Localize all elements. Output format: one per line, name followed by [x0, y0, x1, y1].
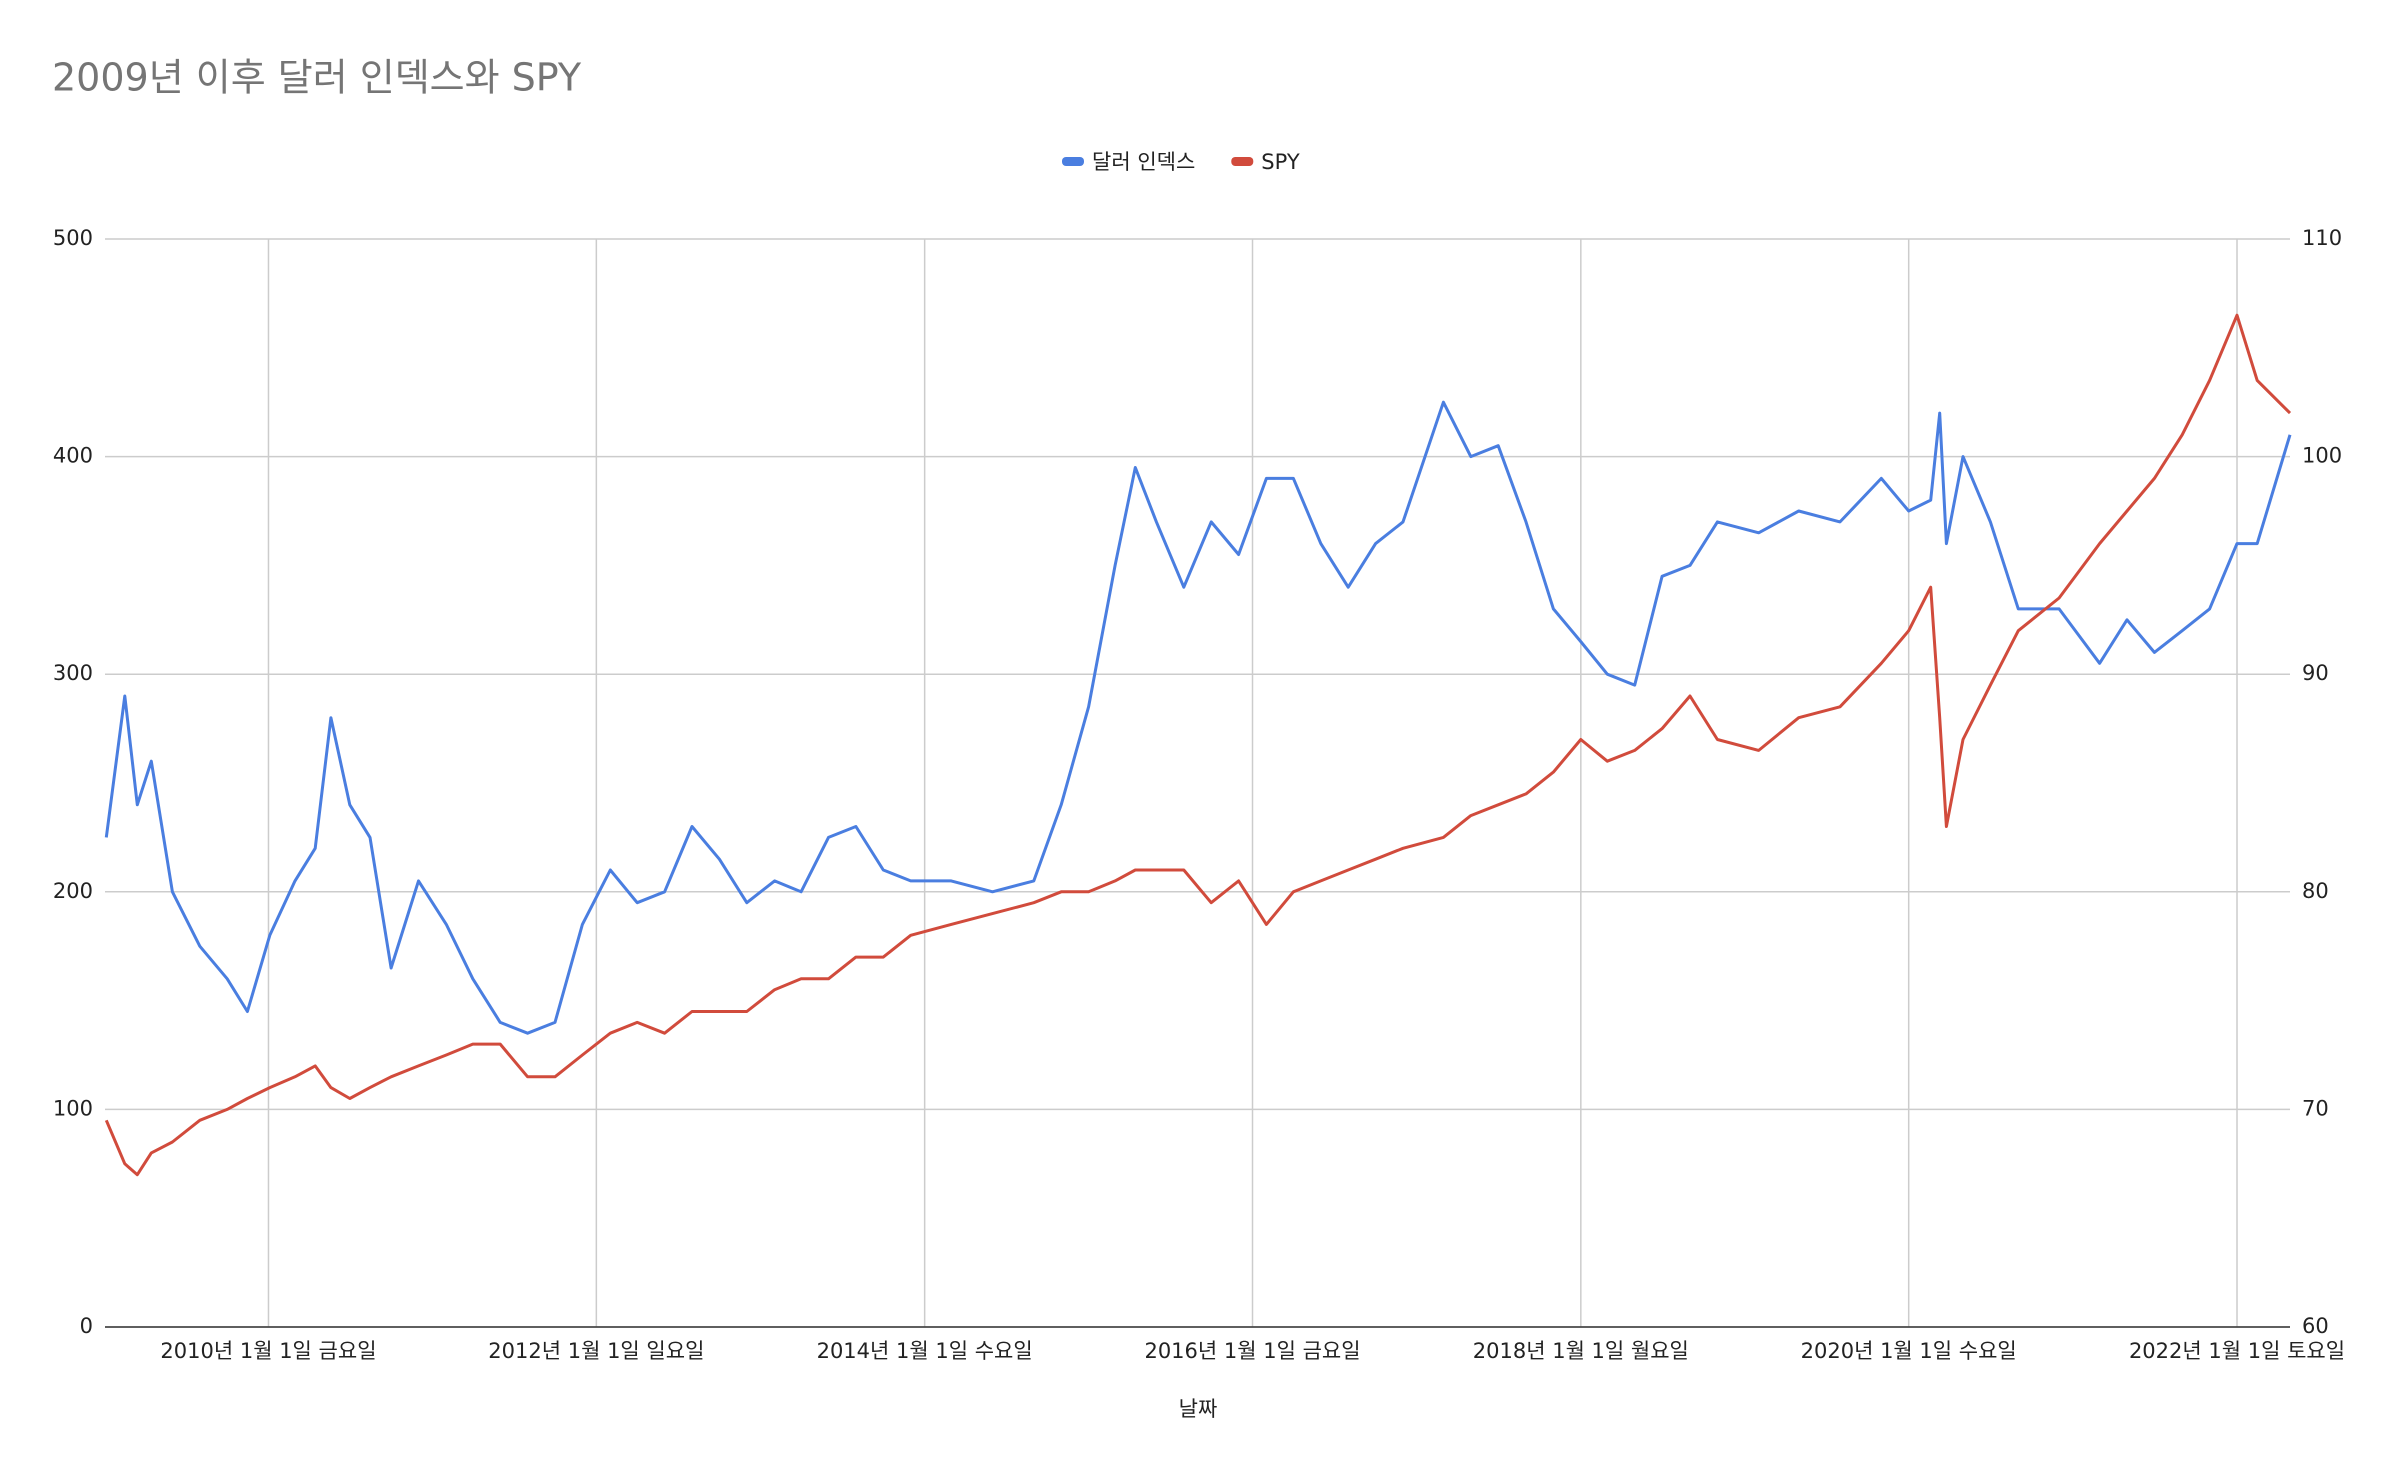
y-tick-label: 500 — [53, 226, 93, 250]
data-line — [104, 313, 2292, 1177]
y2-tick-label: 90 — [2302, 661, 2329, 685]
y2-tick-label: 100 — [2302, 444, 2342, 468]
y-tick-label: 100 — [53, 1096, 93, 1120]
legend-swatch — [1062, 157, 1084, 166]
y2-tick-label: 60 — [2302, 1314, 2329, 1338]
data-line — [104, 400, 2292, 1035]
y-tick-label: 200 — [53, 879, 93, 903]
legend-label: 달러 인덱스 — [1092, 150, 1195, 174]
x-tick-label: 2014년 1월 1일 수요일 — [817, 1339, 1033, 1363]
x-tick-label: 2010년 1월 1일 금요일 — [160, 1339, 376, 1363]
y2-tick-label: 70 — [2302, 1096, 2329, 1120]
y2-tick-label: 80 — [2302, 879, 2329, 903]
legend-swatch — [1231, 157, 1254, 166]
y2-tick-label: 110 — [2302, 226, 2342, 250]
legend-label: SPY — [1261, 150, 1300, 174]
x-axis-label: 날짜 — [1179, 1397, 1218, 1421]
x-tick-label: 2020년 1월 1일 수요일 — [1801, 1339, 2017, 1363]
x-tick-label: 2022년 1월 1일 토요일 — [2129, 1339, 2345, 1363]
y-tick-label: 300 — [53, 661, 93, 685]
x-tick-label: 2016년 1월 1일 금요일 — [1144, 1339, 1360, 1363]
x-tick-label: 2018년 1월 1일 월요일 — [1473, 1339, 1689, 1363]
y-tick-label: 0 — [80, 1314, 93, 1338]
y-tick-label: 400 — [53, 444, 93, 468]
chart-title: 2009년 이후 달러 인덱스와 SPY — [52, 56, 582, 100]
x-tick-label: 2012년 1월 1일 일요일 — [488, 1339, 704, 1363]
